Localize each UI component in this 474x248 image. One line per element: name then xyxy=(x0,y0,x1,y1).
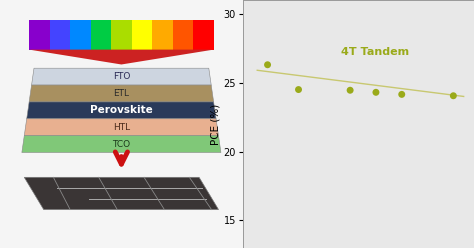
Point xyxy=(346,88,354,92)
Polygon shape xyxy=(29,85,214,102)
Polygon shape xyxy=(29,20,50,50)
Text: TCO: TCO xyxy=(112,140,130,149)
Point xyxy=(398,93,406,96)
Polygon shape xyxy=(27,102,216,119)
Text: 4T Tandem: 4T Tandem xyxy=(341,47,409,57)
Polygon shape xyxy=(152,20,173,50)
Polygon shape xyxy=(91,20,111,50)
Polygon shape xyxy=(50,20,70,50)
Text: Perovskite: Perovskite xyxy=(90,105,153,115)
Polygon shape xyxy=(24,119,219,136)
Polygon shape xyxy=(132,20,152,50)
Polygon shape xyxy=(24,177,219,210)
Y-axis label: PCE (%): PCE (%) xyxy=(210,103,220,145)
Text: FTO: FTO xyxy=(113,72,130,81)
Polygon shape xyxy=(32,68,211,85)
Point xyxy=(264,63,271,67)
Point xyxy=(295,88,302,92)
Polygon shape xyxy=(29,50,214,64)
Point xyxy=(449,94,457,98)
Polygon shape xyxy=(22,136,221,153)
Point xyxy=(372,90,380,94)
Polygon shape xyxy=(173,20,193,50)
Text: HTL: HTL xyxy=(113,123,130,132)
Polygon shape xyxy=(111,20,132,50)
Polygon shape xyxy=(70,20,91,50)
Text: ETL: ETL xyxy=(113,89,129,98)
Polygon shape xyxy=(193,20,214,50)
